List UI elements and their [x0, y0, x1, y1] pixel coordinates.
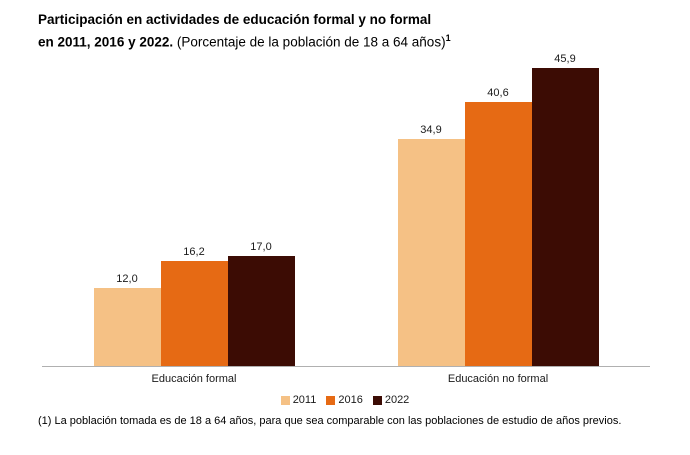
legend-label-2016: 2016 — [338, 394, 363, 406]
title-line1: Participación en actividades de educació… — [38, 12, 432, 27]
bar-2016-educacion-no-formal: 40,6 — [464, 87, 532, 366]
bar-group-educacion-no-formal: 34,9 40,6 45,9 — [397, 52, 599, 366]
x-axis-label-educacion-formal: Educación formal — [151, 373, 237, 385]
title-subtitle: (Porcentaje de la población de 18 a 64 a… — [173, 34, 446, 50]
bar — [397, 139, 465, 366]
bar-value-label: 16,2 — [183, 245, 205, 258]
bar-value-label: 34,9 — [420, 124, 442, 137]
bar — [160, 260, 228, 366]
title-line2: en 2011, 2016 y 2022. — [38, 34, 174, 50]
x-axis-label-educacion-no-formal: Educación no formal — [447, 373, 549, 385]
legend-swatch-2016 — [326, 395, 336, 405]
legend-label-2022: 2022 — [384, 394, 410, 406]
bar-group-educacion-formal: 12,0 16,2 17,0 — [93, 240, 295, 366]
legend-item-2011: 2011 — [280, 394, 317, 406]
bar-2011-educacion-no-formal: 34,9 — [397, 124, 465, 366]
x-axis-labels: Educación formal Educación no formal — [42, 373, 650, 385]
title-footnote-marker: 1 — [445, 33, 451, 43]
bar-2022-educacion-no-formal: 45,9 — [531, 52, 599, 366]
bar-value-label: 40,6 — [487, 87, 509, 100]
chart-title: Participación en actividades de educació… — [38, 10, 451, 52]
legend-item-2022: 2022 — [372, 394, 410, 406]
bar — [227, 255, 295, 366]
bar-2016-educacion-formal: 16,2 — [160, 245, 228, 366]
legend-label-2011: 2011 — [292, 394, 317, 406]
bar — [531, 67, 599, 366]
legend: 2011 2016 2022 — [0, 394, 690, 406]
legend-item-2016: 2016 — [326, 394, 363, 406]
legend-swatch-2022 — [372, 395, 382, 405]
footnote: (1) La población tomada es de 18 a 64 añ… — [38, 415, 622, 427]
bar-value-label: 12,0 — [116, 273, 138, 285]
bar-value-label: 17,0 — [250, 240, 272, 253]
plot-area: 12,0 16,2 17,0 34,9 40,6 45,9 — [42, 52, 650, 367]
bar — [93, 288, 161, 366]
legend-swatch-2011 — [280, 395, 290, 405]
bar-2011-educacion-formal: 12,0 — [93, 273, 161, 366]
bar — [464, 102, 532, 366]
bar-2022-educacion-formal: 17,0 — [227, 240, 295, 366]
bar-value-label: 45,9 — [554, 52, 576, 65]
